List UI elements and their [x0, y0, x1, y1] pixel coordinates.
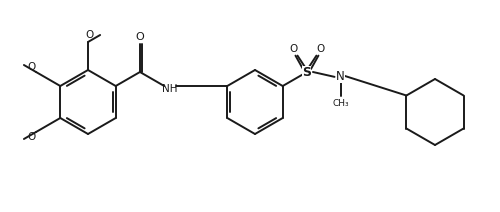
Text: N: N: [336, 70, 345, 83]
Text: O: O: [290, 44, 298, 54]
Text: NH: NH: [162, 84, 178, 94]
Text: O: O: [316, 44, 324, 54]
Text: S: S: [302, 66, 312, 78]
Text: O: O: [27, 62, 35, 72]
Text: O: O: [27, 132, 35, 142]
Text: CH₃: CH₃: [332, 99, 349, 108]
Text: O: O: [136, 32, 144, 42]
Text: O: O: [86, 30, 94, 40]
